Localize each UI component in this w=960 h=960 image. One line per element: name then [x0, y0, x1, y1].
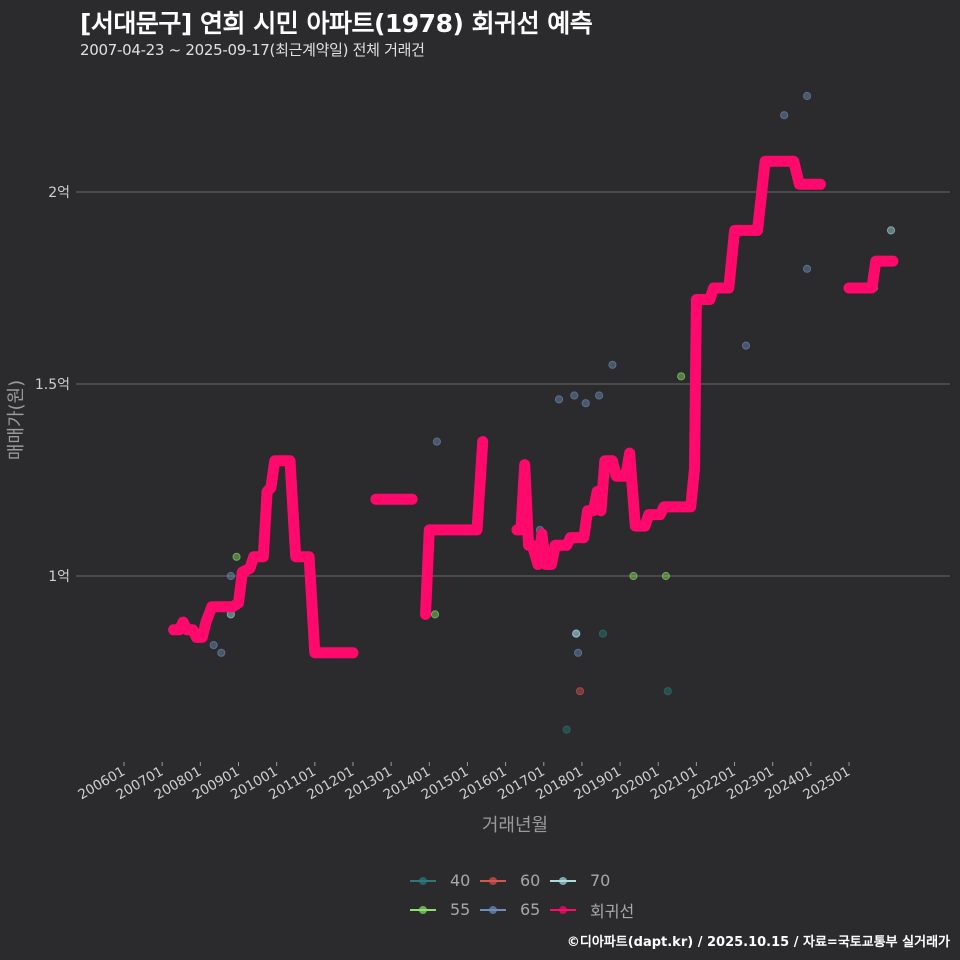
scatter-point-55 [661, 571, 670, 581]
legend-key-icon [550, 904, 576, 916]
y-axis-ticks: 1억 1.5억 2억 [35, 185, 70, 585]
y-gridlines [76, 191, 950, 577]
scatter-point-40 [562, 725, 571, 734]
scatter-point-40 [598, 629, 608, 638]
legend-row-2: 55 65 회귀선 [410, 895, 670, 924]
legend-label: 40 [450, 871, 471, 890]
scatter-point-65 [554, 395, 564, 404]
legend-label: 70 [590, 871, 611, 890]
scatter-point-65 [594, 391, 604, 400]
legend-key-icon [410, 904, 436, 916]
source-credit: ©디아파트(dapt.kr) / 2025.10.15 / 자료=국토교통부 실… [566, 935, 950, 950]
legend-key-icon [480, 904, 506, 916]
legend-label: 65 [520, 900, 541, 919]
legend-label: 55 [450, 900, 471, 919]
y-tick-label: 2억 [48, 185, 70, 201]
chart-title: [서대문구] 연희 시민 아파트(1978) 회귀선 예측 [80, 9, 593, 38]
regression-line [168, 155, 899, 659]
scatter-point-65 [226, 571, 235, 581]
legend-key-icon [410, 875, 436, 887]
legend-item-55[interactable]: 55 [410, 900, 480, 919]
x-axis-title: 거래년월 [482, 815, 548, 836]
scatter-point-65 [741, 341, 751, 350]
scatter-point-65 [780, 111, 789, 120]
chart-subtitle: 2007-04-23 ~ 2025-09-17(최근계약일) 전체 거래건 [80, 41, 425, 59]
legend-item-70[interactable]: 70 [550, 871, 620, 890]
scatter-point-55 [677, 372, 686, 381]
regression-line-segment [168, 455, 359, 659]
scatter-point-55 [430, 610, 440, 619]
legend-label: 회귀선 [590, 901, 635, 921]
regression-line-segment [420, 436, 489, 620]
scatter-point-65 [581, 399, 590, 408]
y-tick-label: 1억 [48, 569, 70, 585]
scatter-point-65 [217, 648, 226, 657]
scatter-point-55 [232, 552, 241, 561]
y-axis-title: 매매가(원) [6, 380, 27, 460]
regression-line-segment [843, 255, 899, 294]
scatter-point-65 [570, 391, 579, 400]
scatter-point-65 [802, 91, 812, 101]
regression-line-segment [511, 155, 826, 570]
legend-item-regression[interactable]: 회귀선 [550, 898, 640, 922]
scatter-point-60 [575, 687, 585, 696]
scatter-point-65 [574, 648, 583, 657]
y-tick-label: 1.5억 [35, 377, 70, 393]
scatter-point-65 [209, 641, 218, 650]
x-axis-ticks: 2006012007012008012009012010012011012012… [75, 762, 853, 803]
chart-legend: 40 60 70 55 65 회귀선 [410, 866, 670, 924]
scatter-point-70 [572, 629, 581, 638]
scatter-point-65 [432, 437, 442, 446]
scatter-point-40 [663, 687, 672, 696]
legend-label: 60 [520, 871, 541, 890]
legend-key-icon [480, 875, 506, 887]
scatter-point-65 [608, 360, 617, 369]
legend-row-1: 40 60 70 [410, 866, 670, 895]
scatter-points [209, 91, 896, 734]
legend-item-40[interactable]: 40 [410, 871, 480, 890]
legend-item-65[interactable]: 65 [480, 900, 550, 919]
legend-item-60[interactable]: 60 [480, 871, 550, 890]
scatter-point-55 [629, 571, 638, 581]
legend-key-icon [550, 875, 576, 887]
scatter-point-65 [802, 264, 812, 273]
scatter-point-70 [886, 226, 896, 235]
